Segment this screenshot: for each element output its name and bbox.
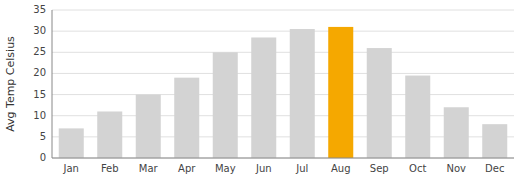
grid-line <box>52 73 514 74</box>
x-tick-label: Nov <box>446 163 466 174</box>
bar <box>174 78 199 158</box>
bar <box>97 111 122 158</box>
grid-line <box>52 31 514 32</box>
y-axis-title: Avg Temp Celsius <box>4 36 17 132</box>
x-tick-label: Dec <box>485 163 504 174</box>
chart-svg: 0 5 10 15 20 25 30 35 Jan Feb Mar Apr May Jun Jul Aug Se… <box>0 0 524 180</box>
bars <box>59 27 508 158</box>
bar <box>328 27 353 158</box>
x-tick-label: May <box>215 163 236 174</box>
bar <box>367 48 392 158</box>
y-tick-label: 30 <box>33 25 46 36</box>
x-axis: Jan Feb Mar Apr May Jun Jul Aug Sep Oct Nov Dec <box>63 163 505 174</box>
chart-container: 0 5 10 15 20 25 30 35 Jan Feb Mar Apr May Jun Jul Aug Se… <box>0 0 524 180</box>
y-tick-label: 0 <box>40 152 46 163</box>
bar <box>213 52 238 158</box>
y-tick-label: 10 <box>33 110 46 121</box>
x-tick-label: Jul <box>295 163 308 174</box>
x-tick-label: Jun <box>255 163 272 174</box>
bar <box>405 76 430 158</box>
y-axis-line <box>52 10 53 158</box>
x-tick-label: Jan <box>63 163 79 174</box>
y-tick-label: 15 <box>33 89 46 100</box>
bar <box>290 29 315 158</box>
y-grid <box>52 10 514 158</box>
y-tick-label: 20 <box>33 67 46 78</box>
bar <box>59 128 84 158</box>
x-tick-label: Oct <box>409 163 426 174</box>
bar <box>482 124 507 158</box>
grid-line <box>52 94 514 95</box>
x-tick-label: Aug <box>331 163 351 174</box>
grid-line <box>52 10 514 11</box>
x-tick-label: Sep <box>370 163 389 174</box>
page: {"chart_data": {"type": "bar", "categori… <box>0 0 524 180</box>
bar <box>444 107 469 158</box>
y-tick-label: 25 <box>33 46 46 57</box>
bar <box>136 95 161 158</box>
x-tick-label: Mar <box>139 163 159 174</box>
grid-line <box>52 158 514 159</box>
bar <box>251 37 276 158</box>
grid-line <box>52 52 514 53</box>
x-tick-label: Feb <box>101 163 119 174</box>
x-tick-label: Apr <box>178 163 196 174</box>
y-tick-label: 35 <box>33 4 46 15</box>
y-tick-label: 5 <box>40 131 46 142</box>
x-axis-line <box>52 158 514 159</box>
y-axis: 0 5 10 15 20 25 30 35 <box>33 4 52 163</box>
